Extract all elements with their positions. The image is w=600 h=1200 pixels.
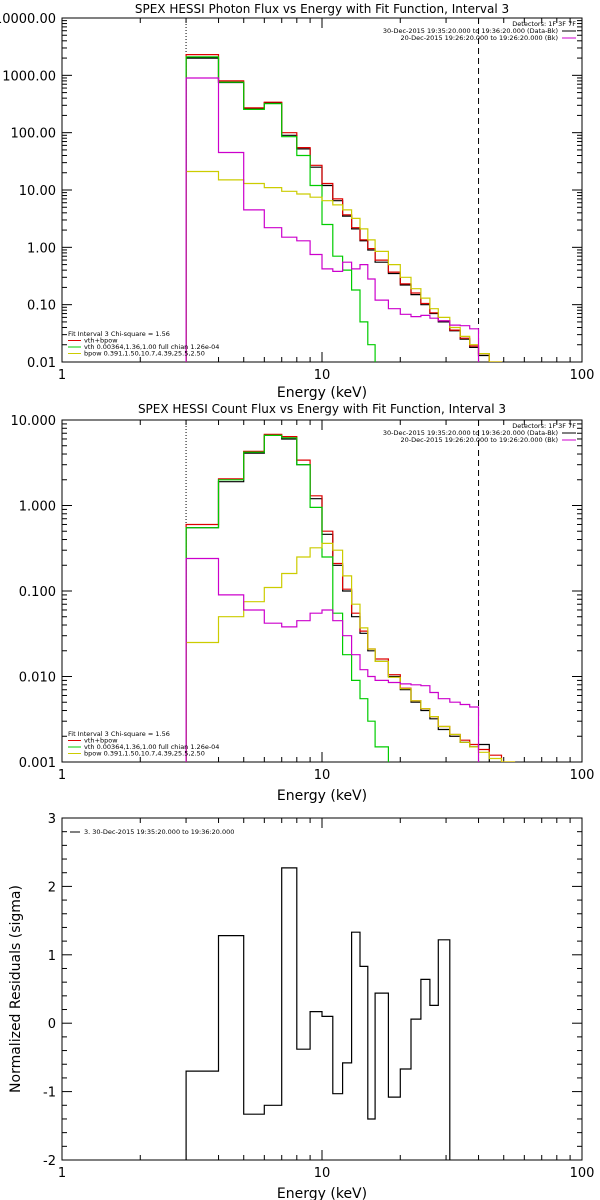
chart-title: SPEX HESSI Photon Flux vs Energy with Fi… [135,2,509,16]
legend-bottom-entry: vth 0.00364,1.36,1.00 full chian 1.26e-0… [84,343,219,351]
x-axis-label: Energy (keV) [277,788,367,804]
x-tick-label: 1 [58,1166,66,1181]
y-tick-label: 1000.00 [2,69,56,84]
x-tick-label: 100 [570,768,595,783]
series-total-line [185,54,503,362]
x-tick-label: 1 [58,768,66,783]
y-tick-label: 0.01 [27,356,56,371]
y-tick-label: 0.001 [19,756,56,771]
legend-bottom-entry: bpow 0.391,1.50,10.7,4.39,25.5,2.50 [84,350,205,358]
y-tick-label: 3 [48,812,56,827]
chart-panel-2: SPEX HESSI Count Flux vs Energy with Fit… [11,402,595,804]
series-bpow-line [185,542,516,762]
y-tick-label: 0.010 [19,671,56,686]
legend-bottom-entry: Fit Interval 3 Chi-square = 1.56 [68,730,170,738]
series-data-line [185,434,490,762]
x-axis-label: Energy (keV) [277,1186,367,1200]
chart-panel-1: SPEX HESSI Photon Flux vs Energy with Fi… [0,2,594,401]
x-tick-label: 100 [570,368,595,383]
series-bk-line [185,557,480,762]
x-tick-label: 100 [570,1166,595,1181]
y-tick-label: 10000.00 [0,12,56,27]
y-tick-label: 0 [48,1017,56,1032]
y-tick-label: -1 [43,1086,56,1101]
legend-bottom-entry: vth 0.00364,1.36,1.00 full chian 1.26e-0… [84,743,219,751]
series-vth-line [185,434,389,762]
legend-bottom-entry: vth+bpow [84,337,118,345]
legend-entry: 3. 30-Dec-2015 19:35:20.000 to 19:36:20.… [84,828,234,836]
legend-top-entry: Detectors: 1F 3F 7F [512,422,576,430]
legend-top-entry: 30-Dec-2015 19:35:20.000 to 19:36:20.000… [383,429,558,437]
y-tick-label: 1 [48,949,56,964]
legend-bottom-entry: vth+bpow [84,737,118,745]
legend-top-entry: 20-Dec-2015 19:26:20.000 to 19:26:20.000… [401,436,559,444]
legend-top-entry: Detectors: 1F 3F 7F [512,20,576,28]
legend-top-entry: 20-Dec-2015 19:26:20.000 to 19:26:20.000… [401,34,559,42]
plot-frame [61,817,583,1161]
x-tick-label: 10 [314,768,331,783]
y-tick-label: 2 [48,880,56,895]
legend-top-entry: 30-Dec-2015 19:35:20.000 to 19:36:20.000… [383,27,558,35]
y-tick-label: -2 [43,1154,56,1169]
x-axis-label: Energy (keV) [277,385,367,401]
legend-bottom-entry: Fit Interval 3 Chi-square = 1.56 [68,330,170,338]
y-tick-label: 10.00 [19,184,56,199]
legend-bottom-entry: bpow 0.391,1.50,10.7,4.39,25.5,2.50 [84,750,205,758]
x-tick-label: 10 [314,368,331,383]
series-bk-line [185,77,480,362]
plot-frame [61,419,583,763]
y-tick-label: 100.00 [11,127,57,142]
y-tick-label: 1.00 [27,241,56,256]
series-bpow-line [185,170,503,362]
series-vth-line [185,56,376,362]
y-tick-label: 1.000 [19,500,56,515]
y-tick-label: 0.100 [19,585,56,600]
x-tick-label: 1 [58,368,66,383]
y-axis-label: Normalized Residuals (sigma) [8,885,24,1093]
x-tick-label: 10 [314,1166,331,1181]
y-tick-label: 0.10 [27,299,56,314]
y-tick-label: 10.000 [11,414,57,429]
series-residuals-line [185,867,451,1160]
series-total-line [185,433,516,762]
chart-title: SPEX HESSI Count Flux vs Energy with Fit… [138,402,506,416]
